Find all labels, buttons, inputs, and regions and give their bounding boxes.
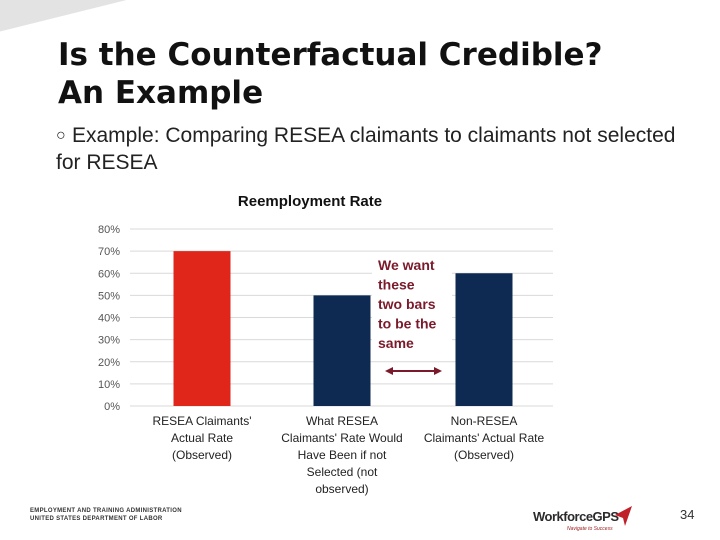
x-category-label: Actual Rate xyxy=(171,431,233,445)
x-category-label: (Observed) xyxy=(454,448,514,462)
bar xyxy=(173,251,231,406)
y-tick-label: 60% xyxy=(98,268,120,280)
y-tick-label: 70% xyxy=(98,246,120,258)
y-tick-label: 10% xyxy=(98,379,120,391)
x-category-label: Claimants' Actual Rate xyxy=(424,431,545,445)
x-category-label: Non-RESEA xyxy=(451,414,518,428)
logo-text: WorkforceGPS xyxy=(533,509,619,524)
bar xyxy=(455,273,513,406)
bar xyxy=(313,295,371,406)
annotation-text: two bars xyxy=(378,296,436,312)
x-category-label: RESEA Claimants' xyxy=(153,414,252,428)
title-line-2: An Example xyxy=(58,75,264,111)
y-tick-label: 20% xyxy=(98,357,120,369)
workforcegps-logo: WorkforceGPS Navigate to Success xyxy=(533,505,643,532)
x-category-label: observed) xyxy=(315,482,368,496)
x-category-label: (Observed) xyxy=(172,448,232,462)
logo-arrow-icon xyxy=(615,506,632,526)
y-tick-label: 80% xyxy=(98,224,120,236)
logo-tagline: Navigate to Success xyxy=(567,526,613,532)
page-number: 34 xyxy=(680,507,695,522)
x-category-label: Claimants' Rate Would xyxy=(281,431,402,445)
y-tick-label: 0% xyxy=(104,401,120,413)
chart-title: Reemployment Rate xyxy=(237,193,383,210)
decorative-stripe xyxy=(0,0,225,39)
x-category-label: Have Been if not xyxy=(298,448,387,462)
agency-line-2: UNITED STATES DEPARTMENT OF LABOR xyxy=(30,516,163,522)
annotation-text: to be the xyxy=(378,316,437,332)
annotation-text: these xyxy=(378,277,415,293)
annotation-box xyxy=(372,255,452,351)
title-line-1: Is the Counterfactual Credible? xyxy=(58,37,603,73)
agency-line-1: EMPLOYMENT AND TRAINING ADMINISTRATION xyxy=(30,508,182,514)
annotation-text: same xyxy=(378,335,414,351)
x-category-label: Selected (not xyxy=(307,465,378,479)
agency-footer: EMPLOYMENT AND TRAINING ADMINISTRATION U… xyxy=(30,507,182,523)
reemployment-chart: Reemployment Rate 0% 10% 20% 30% 40% 50% 60% 70… xyxy=(0,185,720,505)
bullet-text: Example: Comparing RESEA claimants to cl… xyxy=(56,124,676,174)
chart-canvas: 0% 10% 20% 30% 40% 50% 60% 70% 80% RESEA Claimant… xyxy=(98,224,553,496)
x-category-label: What RESEA xyxy=(306,414,378,428)
bullet-circle-icon: ○ xyxy=(56,127,66,144)
y-tick-label: 50% xyxy=(98,290,120,302)
annotation-text: We want xyxy=(378,257,435,273)
y-tick-label: 30% xyxy=(98,335,120,347)
bullet-point: ○ Example: Comparing RESEA claimants to c… xyxy=(56,122,696,176)
y-tick-label: 40% xyxy=(98,313,120,325)
slide-title: Is the Counterfactual Credible? An Examp… xyxy=(58,36,698,112)
annotation-arrowhead-right xyxy=(434,367,442,375)
annotation-arrowhead-left xyxy=(385,367,393,375)
